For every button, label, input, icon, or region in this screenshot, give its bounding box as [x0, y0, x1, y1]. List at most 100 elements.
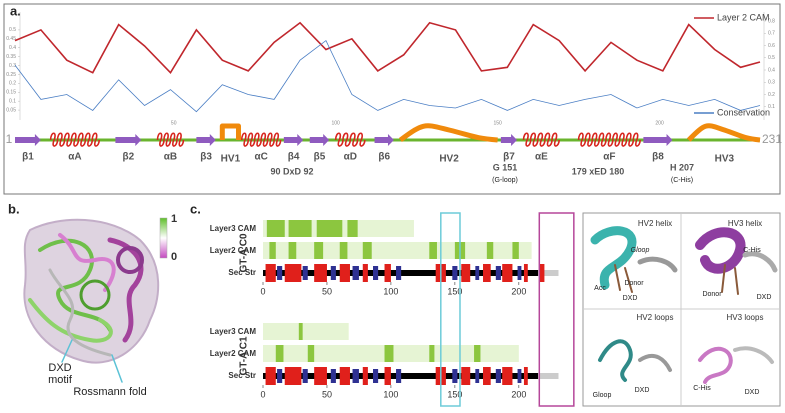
y2-tick-label: 0.8	[768, 18, 775, 24]
helix	[265, 264, 276, 282]
row-label: Layer2 CAM	[210, 246, 257, 255]
element-label: β5	[314, 152, 326, 163]
x-tick-label: 50	[322, 286, 332, 296]
strand	[373, 266, 379, 280]
helix	[334, 132, 366, 147]
x-tick-label: 150	[493, 120, 502, 126]
helix	[265, 367, 276, 385]
strand	[500, 134, 518, 146]
panel-d: HV2 helix Gloop Acc Donor DXD HV3 helix C-His D…	[593, 219, 772, 399]
cam-strong	[298, 323, 303, 340]
cam-strong	[429, 242, 437, 259]
helix	[339, 264, 350, 282]
helix	[483, 264, 491, 282]
helix	[49, 132, 101, 147]
element-label: αE	[535, 152, 548, 163]
strand	[302, 369, 308, 383]
cam-strong	[474, 345, 481, 362]
helix	[339, 367, 350, 385]
element-label: β3	[200, 152, 212, 163]
annotation: motif	[48, 374, 73, 386]
panel-label: b.	[8, 201, 20, 216]
x-tick-label: 50	[322, 389, 332, 399]
y2-tick-label: 0.3	[768, 80, 775, 86]
strand	[309, 134, 330, 146]
element-label: HV3	[715, 154, 735, 165]
helix	[483, 367, 491, 385]
loop	[686, 123, 761, 143]
structure-label: DXD	[623, 295, 638, 302]
colorbar-min: 0	[171, 251, 177, 263]
series-line	[14, 21, 761, 74]
strand	[517, 369, 522, 383]
disordered	[538, 373, 559, 379]
annotation: DXD	[48, 362, 71, 374]
strand	[396, 266, 402, 280]
cam-strong	[347, 220, 358, 237]
strand	[475, 266, 480, 280]
helix	[384, 264, 391, 282]
x-tick-label: 150	[447, 286, 462, 296]
x-tick-label: 150	[447, 389, 462, 399]
annotation: (C-His)	[671, 177, 693, 184]
x-tick-label: 0	[260, 286, 265, 296]
y-tick-label: 0.1	[9, 99, 16, 105]
protein-image	[23, 218, 160, 383]
annotation: G 151	[493, 162, 518, 172]
element-label: β7	[503, 152, 515, 163]
y-tick-label: 0.2	[9, 81, 16, 87]
element-label: αF	[603, 152, 615, 163]
cam-light	[263, 323, 349, 340]
y2-tick-label: 0.4	[768, 67, 775, 73]
helix	[284, 264, 302, 282]
element-label: αC	[254, 152, 267, 163]
element-label: β1	[22, 152, 34, 163]
structure-label: DXD	[635, 387, 650, 394]
cam-strong	[314, 242, 324, 259]
cam-strong	[275, 345, 284, 362]
cam-strong	[316, 220, 343, 237]
strand	[643, 134, 673, 146]
track-label: GT-A C1	[239, 336, 250, 376]
helix	[362, 367, 368, 385]
annotation: Rossmann fold	[73, 386, 146, 398]
strand	[495, 369, 501, 383]
strand	[452, 369, 458, 383]
cam-strong	[269, 242, 276, 259]
y-tick-label: 0.05	[6, 107, 16, 113]
element-label: HV1	[221, 154, 241, 165]
structure-label: Gloop	[593, 392, 612, 399]
panel-label: a.	[10, 3, 21, 18]
loop	[219, 123, 241, 140]
strand	[283, 134, 304, 146]
element-label: αB	[164, 152, 177, 163]
row-label: Sec Str	[228, 268, 256, 277]
structure-label: Donor	[702, 291, 722, 298]
strand	[374, 134, 394, 146]
cam-strong	[307, 345, 315, 362]
x-tick-label: 50	[171, 120, 177, 126]
element-label: αA	[68, 152, 81, 163]
colorbar-max: 1	[171, 213, 177, 225]
highlight-box	[440, 212, 461, 407]
strand	[330, 369, 336, 383]
annotation: 179 xED 180	[572, 166, 625, 176]
y-tick-label: 0.15	[6, 90, 16, 96]
x-tick-label: 100	[383, 389, 398, 399]
series-line	[14, 39, 761, 113]
row-label: Layer3 CAM	[210, 327, 257, 336]
y-tick-label: 0.25	[6, 72, 16, 78]
row-label: Sec Str	[228, 371, 256, 380]
panel-title: HV3 helix	[728, 219, 762, 228]
x-tick-label: 100	[332, 120, 341, 126]
y-tick-label: 0.4	[9, 45, 16, 51]
strand	[115, 134, 142, 146]
panel-title: HV3 loops	[727, 313, 764, 322]
cam-strong	[362, 242, 372, 259]
element-label: β4	[288, 152, 300, 163]
panel-title: HV2 helix	[638, 219, 672, 228]
helix	[314, 264, 327, 282]
track-label: GT-A C0	[239, 233, 250, 273]
panel-label: c.	[190, 201, 201, 216]
